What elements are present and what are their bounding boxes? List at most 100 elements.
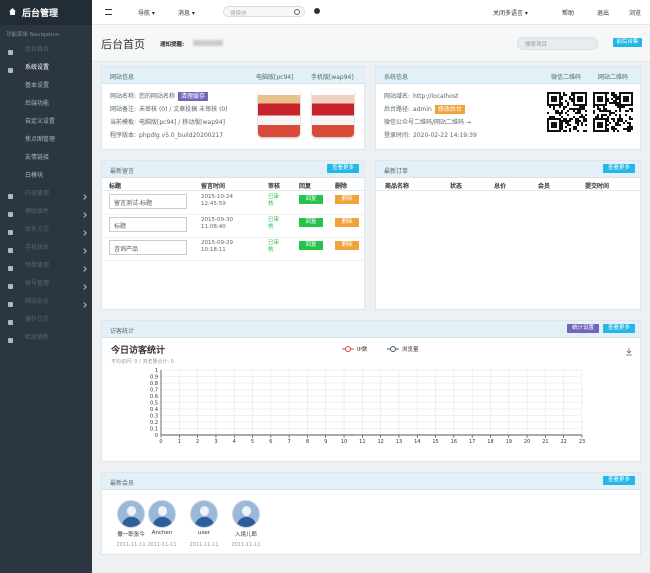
qr-cell bbox=[619, 92, 621, 94]
qr-cell bbox=[605, 128, 607, 130]
delete-button[interactable]: 删除 bbox=[335, 218, 359, 227]
qr-cell bbox=[601, 122, 603, 124]
qr-cell bbox=[581, 96, 583, 98]
qr-cell bbox=[581, 122, 583, 124]
qr-cell bbox=[607, 110, 609, 112]
qr-cell bbox=[559, 126, 561, 128]
qr-cell bbox=[553, 98, 555, 100]
panel-button[interactable]: 查看更多 bbox=[327, 164, 359, 173]
qr-cell bbox=[597, 106, 599, 108]
x-tick-label: 5 bbox=[251, 439, 254, 445]
qr-cell bbox=[551, 116, 553, 118]
qr-cell bbox=[629, 126, 631, 128]
qr-cell bbox=[551, 122, 553, 124]
qr-cell bbox=[557, 112, 559, 114]
qr-cell bbox=[567, 102, 569, 104]
qr-cell bbox=[551, 98, 553, 100]
member-avatar[interactable] bbox=[117, 500, 145, 528]
qr-cell bbox=[557, 92, 559, 94]
x-tick-label: 18 bbox=[487, 439, 493, 445]
panel-button[interactable]: 查看更多 bbox=[603, 324, 635, 333]
submenu-label: 友情链接 bbox=[25, 154, 50, 161]
avatar-body bbox=[237, 517, 256, 527]
logout-link[interactable]: 退出 bbox=[597, 10, 610, 17]
y-tick-label: 0.2 bbox=[150, 420, 158, 426]
qr-cell bbox=[559, 114, 561, 116]
header-column: 微信二维码 bbox=[551, 74, 582, 81]
nav-menu[interactable]: 导航 ▾ bbox=[138, 10, 155, 17]
qr-cell bbox=[579, 112, 581, 114]
qr-cell bbox=[605, 92, 607, 94]
member-name: 撒一职张今 bbox=[117, 532, 145, 538]
qr-cell bbox=[619, 106, 621, 108]
reply-button[interactable]: 回复 bbox=[299, 195, 323, 204]
qr-cell bbox=[593, 100, 595, 102]
delete-button[interactable]: 删除 bbox=[335, 241, 359, 250]
qr-cell bbox=[605, 126, 607, 128]
qr-cell bbox=[575, 118, 577, 120]
menu-icon bbox=[8, 212, 13, 217]
help-link[interactable]: 帮助 bbox=[562, 10, 575, 17]
panel-button[interactable]: 查看更多 bbox=[603, 164, 635, 173]
panel-title: 网站信息 bbox=[110, 74, 135, 81]
browse-link[interactable]: 浏览 bbox=[629, 10, 642, 17]
header-search-placeholder: 搜索项目 bbox=[525, 42, 548, 48]
qr-cell bbox=[595, 116, 597, 118]
qr-cell bbox=[611, 118, 613, 120]
header-button[interactable]: 前后台集 bbox=[613, 38, 642, 47]
language-menu[interactable]: 关闭多语言 ▾ bbox=[493, 10, 528, 17]
legend-label: 浏览量 bbox=[402, 345, 419, 353]
qr-cell bbox=[597, 96, 599, 98]
info-button[interactable]: 清理缓存 bbox=[178, 92, 209, 101]
qr-cell bbox=[607, 118, 609, 120]
page-header: 后台首页 通知提醒: 搜索项目 前后台集 bbox=[92, 25, 650, 62]
topbar: 导航 ▾ 消息 ▾ 搜模块 关闭多语言 ▾ 帮助 退出 浏览 bbox=[92, 0, 650, 25]
panel-title: 最新订单 bbox=[384, 168, 409, 175]
menu-toggle[interactable] bbox=[105, 9, 112, 15]
delete-button[interactable]: 删除 bbox=[335, 195, 359, 204]
qr-cell bbox=[549, 118, 551, 120]
qr-cell bbox=[565, 130, 567, 132]
qr-cell bbox=[585, 130, 587, 132]
qr-cell bbox=[627, 104, 629, 106]
qr-cell bbox=[577, 130, 579, 132]
row-rule bbox=[102, 260, 364, 261]
qr-cell bbox=[555, 122, 557, 124]
messages-menu[interactable]: 消息 ▾ bbox=[178, 10, 195, 17]
header-search[interactable]: 搜索项目 bbox=[517, 37, 598, 50]
panel-button[interactable]: 查看更多 bbox=[603, 476, 635, 485]
qr-cell bbox=[611, 92, 613, 94]
x-tick-label: 4 bbox=[233, 439, 236, 445]
reply-button[interactable]: 回复 bbox=[299, 218, 323, 227]
qr-cell bbox=[575, 122, 577, 124]
qr-cell bbox=[593, 98, 595, 100]
reply-button[interactable]: 回复 bbox=[299, 241, 323, 250]
member-avatar[interactable] bbox=[148, 500, 176, 528]
qr-cell bbox=[583, 116, 585, 118]
qr-cell bbox=[549, 116, 551, 118]
qr-cell bbox=[575, 128, 577, 130]
qr-cell bbox=[571, 92, 573, 94]
qr-cell bbox=[567, 120, 569, 122]
qr-cell bbox=[573, 128, 575, 130]
qr-cell bbox=[573, 100, 575, 102]
top-search[interactable]: 搜模块 bbox=[223, 6, 305, 17]
panel-button[interactable]: 统计设置 bbox=[567, 324, 599, 333]
qr-cell bbox=[599, 122, 601, 124]
qr-cell bbox=[631, 104, 633, 106]
qr-cell bbox=[617, 118, 619, 120]
qr-cell bbox=[557, 130, 559, 132]
qr-cell bbox=[613, 94, 615, 96]
info-button[interactable]: 修改后台 bbox=[434, 105, 465, 114]
qr-cell bbox=[625, 104, 627, 106]
qr-cell bbox=[623, 100, 625, 102]
member-avatar[interactable] bbox=[190, 500, 218, 528]
qr-cell bbox=[593, 110, 595, 112]
member-avatar[interactable] bbox=[232, 500, 260, 528]
qr-cell bbox=[595, 92, 597, 94]
qr-cell bbox=[557, 118, 559, 120]
menu-label: 频单管理 bbox=[25, 262, 50, 269]
help-icon[interactable] bbox=[314, 8, 320, 14]
qr-cell bbox=[605, 124, 607, 126]
y-tick-label: 0.5 bbox=[150, 401, 158, 407]
